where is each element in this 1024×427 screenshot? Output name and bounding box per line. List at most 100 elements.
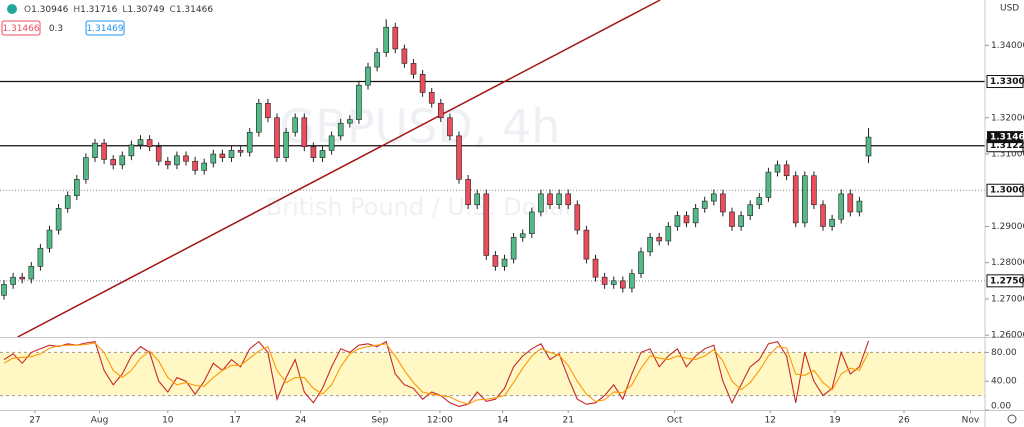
x-tick-label: Nov: [962, 416, 980, 426]
candle-body: [74, 179, 80, 196]
candle-body: [792, 175, 799, 224]
candle-body: [210, 153, 217, 164]
candle-body: [256, 102, 262, 133]
candle-body: [783, 164, 790, 177]
sell-box[interactable]: [1, 20, 41, 36]
candle-body: [592, 258, 599, 278]
x-tick-label: Aug: [91, 416, 109, 426]
candle-body: [374, 52, 380, 68]
ohlc-prefix: H: [73, 5, 80, 15]
candle-body: [383, 26, 390, 53]
candle-body: [665, 226, 672, 242]
ohlc-header: O1.30946 H1.31716 L1.30749 C1.31466: [24, 5, 213, 15]
candle-body: [83, 157, 89, 180]
y-tick-label: 1.27000: [991, 294, 1024, 304]
candle-body: [419, 73, 426, 93]
level-label: 1.31228: [990, 141, 1024, 151]
level-box: [986, 75, 1024, 89]
currency: USD: [1000, 4, 1019, 14]
y-tick-label: 1.32000: [991, 113, 1024, 123]
y2-tick-label: 80.00: [991, 348, 1017, 358]
spread: 0.3: [49, 24, 63, 34]
candle-body: [392, 26, 399, 50]
candle-body: [337, 122, 344, 137]
level-label: 1.30000: [990, 186, 1024, 196]
candle-body: [538, 193, 544, 213]
candle-body: [683, 215, 690, 224]
ohlc-prefix: O: [24, 5, 31, 15]
candle-body: [228, 150, 235, 158]
candle-body: [811, 175, 817, 206]
candle-body: [519, 233, 526, 238]
symbol-icon[interactable]: [7, 4, 17, 14]
level-box: [986, 183, 1024, 197]
buy-box[interactable]: [85, 20, 125, 36]
candle-body: [237, 150, 244, 153]
candle-body: [165, 160, 171, 166]
x-tick-label: 17: [229, 416, 240, 426]
y2-tick-label: 40.00: [991, 377, 1017, 387]
x-tick-label: 12:00: [427, 416, 453, 426]
sell-price[interactable]: 1.31466: [2, 24, 39, 34]
candle-body: [656, 237, 663, 242]
candle-body: [820, 204, 826, 227]
candle-body: [692, 208, 699, 224]
stoch-band: [0, 352, 985, 396]
candle-body: [174, 155, 180, 166]
candle-body: [128, 144, 135, 157]
candle-body: [856, 200, 863, 213]
x-tick-label: 19: [829, 416, 841, 426]
candle-body: [219, 153, 226, 158]
candle-body: [483, 193, 490, 256]
candle-body: [137, 139, 144, 146]
last-price-label: 1.31466: [990, 133, 1024, 143]
ohlc-value: 1.30749: [127, 5, 164, 15]
candle-body: [10, 276, 16, 285]
candle-body: [501, 258, 508, 267]
x-tick-label: Sep: [371, 416, 388, 426]
candle-body: [674, 215, 681, 227]
candle-body: [802, 175, 808, 224]
candle-body: [283, 131, 289, 158]
candle-body: [610, 280, 617, 285]
ohlc-value: 1.31716: [80, 5, 117, 15]
level-label: 1.27500: [990, 276, 1024, 286]
candle-body: [37, 247, 44, 267]
settings-icon[interactable]: [1007, 414, 1017, 424]
candle-body: [838, 193, 845, 220]
candle-body: [738, 215, 744, 227]
candle-body: [865, 136, 872, 157]
candle-body: [347, 119, 353, 124]
candle-body: [583, 229, 590, 260]
candle-body: [319, 150, 326, 158]
candle-body: [492, 255, 499, 267]
x-tick-label: 10: [162, 416, 174, 426]
x-tick-label: 14: [497, 416, 509, 426]
candle-body: [529, 211, 535, 235]
candle-body: [201, 162, 208, 171]
candle-body: [19, 276, 26, 280]
candle-body: [183, 155, 189, 162]
candle-body: [756, 197, 763, 206]
candle-body: [110, 159, 117, 166]
candle-body: [265, 102, 271, 119]
x-tick-label: 27: [29, 416, 40, 426]
candle-body: [647, 237, 653, 253]
buy-price[interactable]: 1.31469: [86, 24, 123, 34]
candle-body: [410, 63, 417, 75]
ohlc-value: 1.30946: [31, 5, 68, 15]
candle-body: [328, 135, 335, 151]
candle-body: [274, 117, 280, 158]
candle-body: [438, 102, 444, 119]
candle-body: [847, 193, 854, 213]
candle-body: [28, 266, 35, 280]
candle-body: [246, 131, 253, 153]
candle-body: [638, 251, 644, 274]
watermark-subtitle: British Pound / U.S. Dollar: [266, 193, 575, 221]
candle-body: [601, 276, 608, 285]
candle-body: [192, 160, 198, 171]
ohlc-value: 1.31466: [176, 5, 213, 15]
x-tick-label: 26: [898, 416, 910, 426]
candle-body: [547, 193, 553, 206]
